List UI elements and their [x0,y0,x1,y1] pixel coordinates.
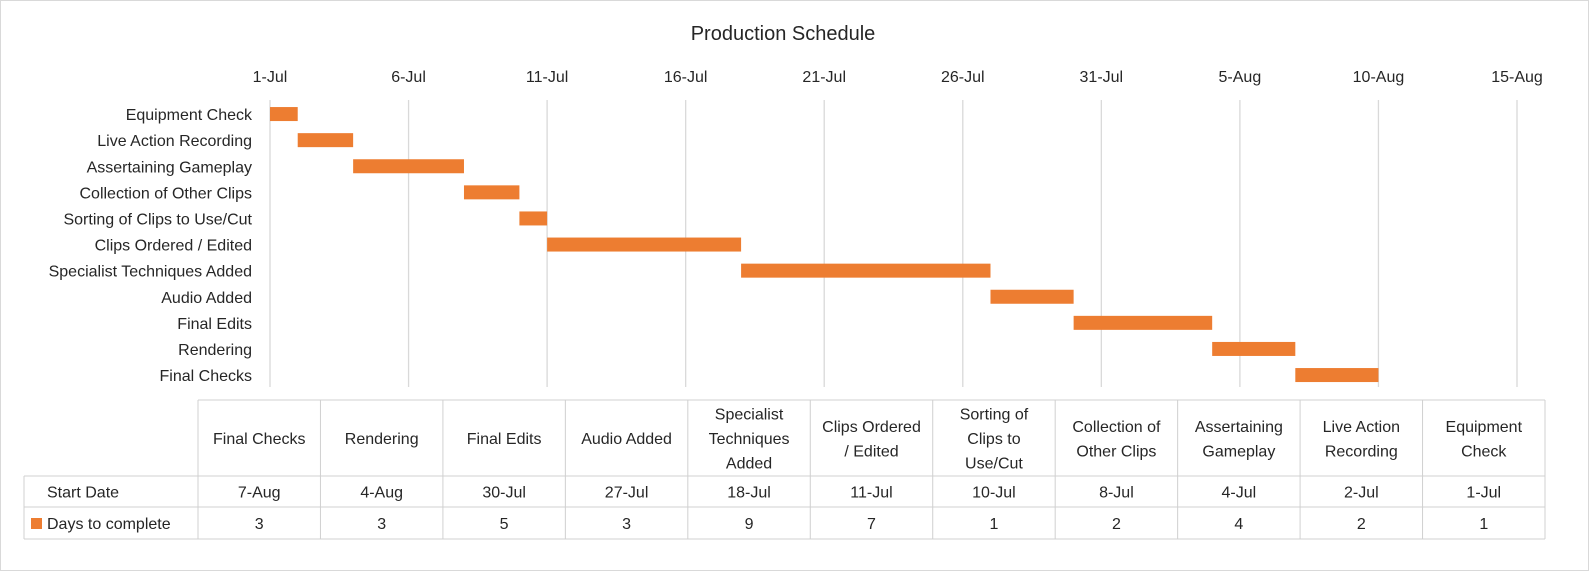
days-cell: 3 [255,516,264,533]
start-date-cell: 8-Jul [1099,485,1134,502]
x-tick-label: 15-Aug [1491,69,1543,86]
x-tick-label: 6-Jul [391,69,426,86]
y-category-label: Collection of Other Clips [79,185,252,202]
start-date-cell: 18-Jul [727,485,771,502]
x-tick-label: 10-Aug [1353,69,1405,86]
y-category-label: Sorting of Clips to Use/Cut [63,211,252,228]
start-date-cell: 1-Jul [1466,485,1501,502]
table-header-cell: Clips Ordered / Edited [822,419,921,461]
y-category-label: Live Action Recording [97,133,252,150]
y-category-label: Clips Ordered / Edited [95,238,252,255]
y-category-label: Rendering [178,342,252,359]
start-date-cell: 7-Aug [238,485,281,502]
table-header-cell: Collection of Other Clips [1072,419,1161,461]
start-date-cell: 27-Jul [605,485,649,502]
days-cell: 2 [1357,516,1366,533]
table-header-cell: Live Action Recording [1323,419,1400,461]
y-category-label: Final Checks [160,368,252,385]
start-date-cell: 30-Jul [482,485,526,502]
gantt-bar [270,107,298,122]
days-cell: 1 [990,516,999,533]
y-category-label: Specialist Techniques Added [49,264,252,281]
start-date-cell: 4-Aug [360,485,403,502]
gantt-bar [1212,341,1296,356]
days-row-label: Days to complete [47,516,171,533]
table-header-cell: Sorting of Clips to Use/Cut [960,407,1029,473]
table-header-cell: Equipment Check [1446,419,1523,461]
gantt-bar [297,133,354,148]
table-header-cell: Specialist Techniques Added [709,407,790,473]
gantt-bar [1295,368,1379,383]
days-cell: 3 [377,516,386,533]
gantt-bar [519,211,548,226]
start-date-cell: 11-Jul [850,485,892,502]
gantt-bar [741,263,991,278]
table-header-cell: Audio Added [581,431,672,448]
days-cell: 3 [622,516,631,533]
y-category-label: Assertaining Gameplay [87,159,252,176]
days-cell: 5 [500,516,509,533]
start-date-row-label: Start Date [47,485,119,502]
days-cell: 9 [745,516,754,533]
y-category-label: Equipment Check [126,107,253,124]
x-tick-label: 21-Jul [802,69,846,86]
y-category-label: Audio Added [161,290,252,307]
x-tick-label: 26-Jul [941,69,985,86]
table-header-cell: Final Checks [213,431,305,448]
start-date-cell: 2-Jul [1344,485,1379,502]
start-date-cell: 4-Jul [1222,485,1257,502]
gantt-bar [463,185,520,200]
days-cell: 2 [1112,516,1121,533]
table-header-cell: Assertaining Gameplay [1195,419,1283,461]
chart-title: Production Schedule [691,23,876,45]
gantt-bar [1073,315,1213,330]
y-category-label: Final Edits [177,316,252,333]
gantt-bar [990,289,1074,304]
table-header-cell: Final Edits [467,431,542,448]
x-tick-label: 5-Aug [1219,69,1262,86]
x-tick-label: 11-Jul [526,69,568,86]
x-tick-label: 1-Jul [253,69,288,86]
legend-key [31,518,42,529]
start-date-cell: 10-Jul [972,485,1016,502]
gantt-bar [353,159,464,174]
days-cell: 1 [1479,516,1488,533]
days-cell: 4 [1234,516,1243,533]
days-cell: 7 [867,516,876,533]
gantt-bar [547,237,742,252]
x-tick-label: 31-Jul [1080,69,1124,86]
table-header-cell: Rendering [345,431,419,448]
x-tick-label: 16-Jul [664,69,708,86]
